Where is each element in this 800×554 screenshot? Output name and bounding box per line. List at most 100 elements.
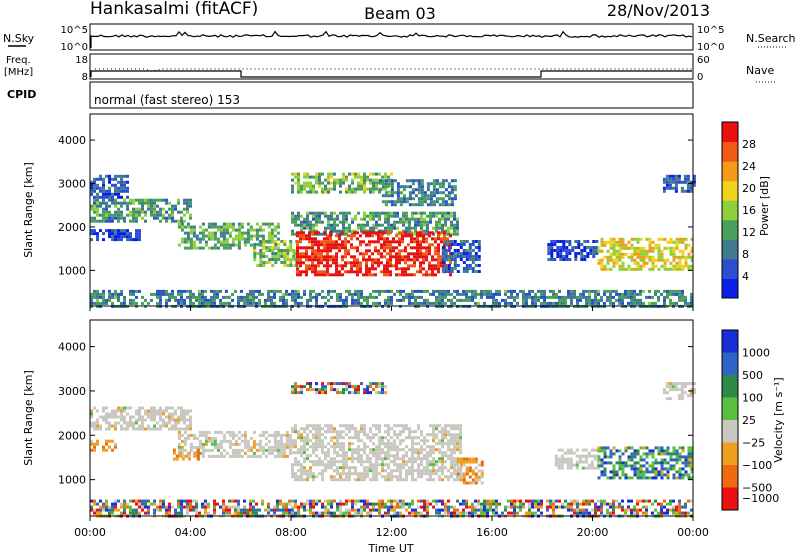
- heatmap-cell: [393, 508, 396, 512]
- heatmap-cell: [168, 412, 171, 416]
- heatmap-cell: [459, 246, 463, 249]
- heatmap-cell: [428, 246, 431, 250]
- heatmap-cell: [651, 467, 655, 471]
- power-ylabel: Slant Range [km]: [22, 162, 35, 258]
- heatmap-cell: [177, 448, 181, 452]
- heatmap-cell: [398, 267, 401, 271]
- heatmap-cell: [114, 201, 117, 205]
- heatmap-cell: [687, 301, 690, 305]
- heatmap-cell: [450, 457, 453, 461]
- heatmap-cell: [387, 457, 390, 461]
- heatmap-cell: [264, 222, 268, 226]
- heatmap-cell: [339, 391, 342, 395]
- heatmap-cell: [550, 246, 554, 249]
- heatmap-cell: [147, 499, 150, 503]
- heatmap-cell: [141, 421, 144, 425]
- heatmap-cell: [501, 298, 504, 302]
- heatmap-cell: [141, 207, 144, 211]
- heatmap-cell: [108, 289, 111, 293]
- heatmap-cell: [216, 228, 220, 232]
- heatmap-cell: [560, 454, 564, 458]
- heatmap-cell: [600, 449, 604, 453]
- heatmap-cell: [681, 264, 685, 268]
- heatmap-cell: [297, 511, 300, 515]
- heatmap-cell: [562, 255, 566, 258]
- heatmap-cell: [480, 469, 484, 473]
- heatmap-cell: [444, 301, 447, 305]
- heatmap-cell: [465, 249, 469, 252]
- heatmap-cell: [663, 289, 666, 293]
- heatmap-cell: [117, 235, 120, 239]
- heatmap-cell: [390, 179, 394, 183]
- heatmap-cell: [414, 430, 417, 434]
- heatmap-cell: [327, 190, 330, 194]
- heatmap-cell: [306, 469, 309, 473]
- heatmap-cell: [108, 189, 111, 193]
- heatmap-cell: [309, 466, 312, 470]
- heatmap-cell: [441, 191, 445, 195]
- heatmap-cell: [456, 292, 459, 296]
- heatmap-cell: [180, 216, 183, 220]
- heatmap-cell: [348, 472, 351, 476]
- heatmap-cell: [437, 252, 440, 256]
- heatmap-cell: [350, 267, 353, 271]
- heatmap-cell: [507, 301, 510, 305]
- heatmap-cell: [570, 301, 573, 305]
- heatmap-cell: [386, 237, 389, 241]
- heatmap-cell: [234, 442, 238, 446]
- heatmap-cell: [468, 457, 472, 461]
- heatmap-cell: [657, 295, 660, 299]
- heatmap-cell: [333, 442, 336, 446]
- heatmap-cell: [323, 243, 326, 247]
- heatmap-cell: [686, 394, 690, 398]
- heatmap-cell: [422, 246, 425, 250]
- heatmap-cell: [336, 178, 339, 182]
- heatmap-cell: [276, 237, 280, 241]
- heatmap-cell: [180, 454, 184, 458]
- heatmap-cell: [311, 243, 314, 247]
- heatmap-cell: [438, 197, 442, 201]
- heatmap-cell: [606, 249, 610, 253]
- nsky-label: N.Sky: [3, 32, 35, 45]
- heatmap-cell: [102, 180, 105, 184]
- heatmap-cell: [384, 457, 387, 461]
- heatmap-cell: [554, 454, 558, 458]
- heatmap-cell: [159, 424, 162, 428]
- heatmap-cell: [393, 191, 397, 195]
- heatmap-cell: [213, 454, 217, 458]
- heatmap-cell: [408, 436, 411, 440]
- heatmap-cell: [366, 460, 369, 464]
- heatmap-cell: [111, 235, 114, 239]
- heatmap-cell: [468, 460, 472, 464]
- heatmap-cell: [336, 469, 339, 473]
- y-tick-label: 3000: [58, 178, 86, 191]
- heatmap-cell: [387, 433, 390, 437]
- heatmap-cell: [342, 466, 345, 470]
- heatmap-cell: [195, 246, 199, 250]
- heatmap-cell: [684, 243, 688, 247]
- heatmap-cell: [477, 264, 481, 267]
- colorbar-swatch: [722, 258, 738, 279]
- heatmap-cell: [153, 409, 156, 413]
- heatmap-cell: [123, 216, 126, 220]
- heatmap-cell: [369, 451, 372, 455]
- heatmap-cell: [363, 298, 366, 302]
- heatmap-cell: [689, 183, 693, 187]
- colorbar-tick-label: 8: [742, 248, 749, 261]
- heatmap-cell: [405, 472, 408, 476]
- heatmap-cell: [353, 270, 356, 274]
- heatmap-cell: [547, 246, 551, 249]
- heatmap-cell: [351, 232, 354, 236]
- heatmap-cell: [369, 457, 372, 461]
- heatmap-cell: [189, 418, 192, 422]
- heatmap-cell: [597, 476, 601, 480]
- heatmap-cell: [402, 298, 405, 302]
- heatmap-cell: [297, 430, 300, 434]
- heatmap-cell: [255, 237, 259, 241]
- heatmap-cell: [384, 436, 387, 440]
- heatmap-cell: [672, 258, 676, 262]
- heatmap-cell: [569, 451, 573, 455]
- heatmap-cell: [255, 234, 259, 238]
- heatmap-cell: [684, 258, 688, 262]
- heatmap-cell: [378, 472, 381, 476]
